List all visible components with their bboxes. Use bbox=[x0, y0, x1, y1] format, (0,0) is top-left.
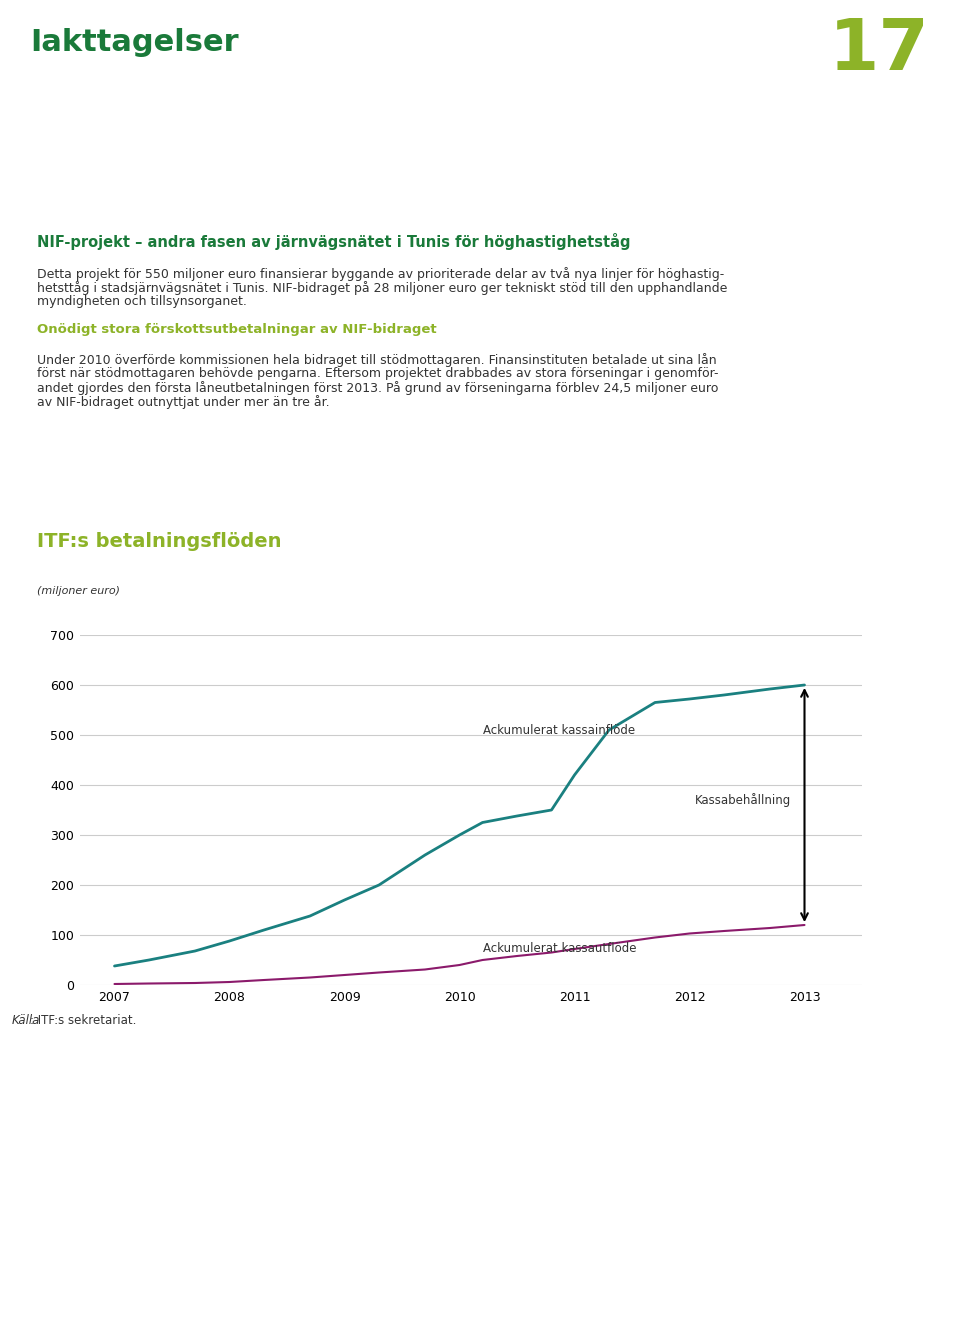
Text: Ruta 3: Ruta 3 bbox=[1, 333, 11, 372]
Text: andet gjordes den första låneutbetalningen först 2013. På grund av förseningarna: andet gjordes den första låneutbetalning… bbox=[37, 381, 718, 395]
Text: Kassabehållning: Kassabehållning bbox=[695, 793, 791, 807]
Text: NIF-projekt – andra fasen av järnvägsnätet i Tunis för höghastighetståg: NIF-projekt – andra fasen av järnvägsnät… bbox=[37, 234, 631, 250]
Text: Onödigt stora förskottsutbetalningar av NIF-bidraget: Onödigt stora förskottsutbetalningar av … bbox=[37, 323, 437, 336]
Text: först när stödmottagaren behövde pengarna. Eftersom projektet drabbades av stora: först när stödmottagaren behövde pengarn… bbox=[37, 366, 718, 380]
Text: Diagram: Diagram bbox=[1, 739, 11, 790]
Text: myndigheten och tillsynsorganet.: myndigheten och tillsynsorganet. bbox=[37, 295, 247, 309]
Text: Iakttagelser: Iakttagelser bbox=[30, 28, 239, 56]
Text: (miljoner euro): (miljoner euro) bbox=[37, 586, 120, 596]
Text: ITF:s betalningsflöden: ITF:s betalningsflöden bbox=[37, 531, 281, 552]
Text: av NIF-bidraget outnyttjat under mer än tre år.: av NIF-bidraget outnyttjat under mer än … bbox=[37, 395, 329, 409]
Text: hetsttåg i stadsjärnvägsnätet i Tunis. NIF-bidraget på 28 miljoner euro ger tekn: hetsttåg i stadsjärnvägsnätet i Tunis. N… bbox=[37, 280, 728, 295]
Text: Under 2010 överförde kommissionen hela bidraget till stödmottagaren. Finansinsti: Under 2010 överförde kommissionen hela b… bbox=[37, 353, 716, 366]
Text: Ackumulerat kassainflöde: Ackumulerat kassainflöde bbox=[483, 723, 635, 737]
Text: Ackumulerat kassautflöde: Ackumulerat kassautflöde bbox=[483, 942, 636, 956]
Text: : ITF:s sekretariat.: : ITF:s sekretariat. bbox=[30, 1013, 136, 1027]
Text: 17: 17 bbox=[829, 16, 930, 86]
Text: Detta projekt för 550 miljoner euro finansierar byggande av prioriterade delar a: Detta projekt för 550 miljoner euro fina… bbox=[37, 267, 724, 280]
Text: Källa: Källa bbox=[12, 1013, 40, 1027]
